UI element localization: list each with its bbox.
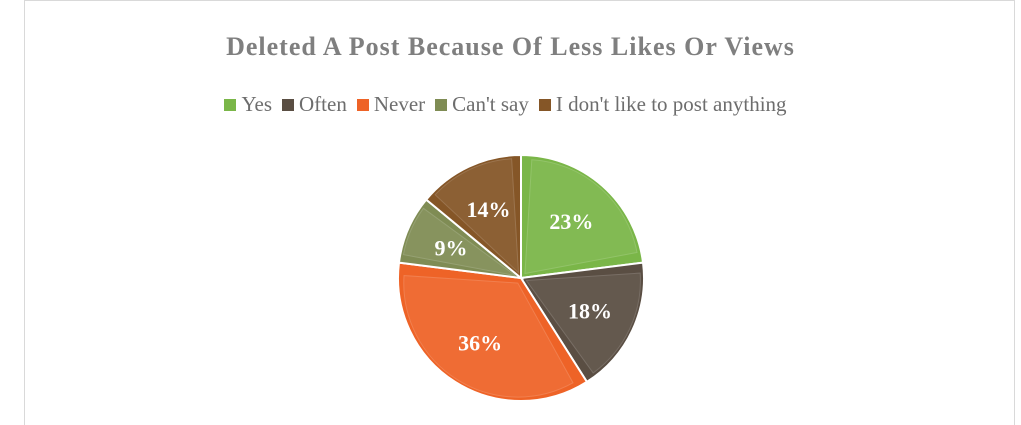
legend-label: I don't like to post anything [555, 92, 787, 116]
legend-item: I don't like to post anything [538, 92, 787, 117]
legend-item: Yes [224, 92, 272, 117]
legend-item: Can't say [435, 92, 529, 117]
legend-swatch [224, 98, 237, 111]
legend-swatch [356, 98, 369, 111]
pie-slice-face [434, 158, 520, 274]
legend-swatch [538, 98, 551, 111]
slice-data-label: 18% [568, 298, 612, 323]
pie-slice [397, 261, 589, 402]
chart-title: Deleted A Post Because Of Less Likes Or … [226, 32, 795, 61]
pie-slice-face [402, 207, 516, 277]
legend-item: Never [356, 92, 426, 117]
legend-label: Never [373, 92, 426, 116]
pie-slice [520, 153, 645, 280]
legend-label: Often [299, 92, 347, 116]
slice-data-label: 36% [458, 330, 502, 355]
slice-data-label: 14% [467, 197, 511, 222]
slice-data-label: 9% [435, 236, 468, 261]
pie-slice-face [525, 272, 641, 374]
pie-slice [519, 261, 645, 384]
legend-label: Yes [241, 92, 273, 116]
legend-item: Often [282, 92, 347, 117]
legend-label: Can't say [452, 92, 529, 116]
chart-legend: Yes Often Never Can't say I don't like to po… [0, 92, 1021, 117]
pie-slice-face [524, 159, 638, 275]
pie-slice-face [403, 275, 574, 398]
legend-swatch [435, 98, 448, 111]
slice-data-label: 23% [549, 209, 593, 234]
legend-swatch [282, 98, 295, 111]
pie-slice [397, 198, 525, 280]
pie-slice [424, 153, 522, 281]
